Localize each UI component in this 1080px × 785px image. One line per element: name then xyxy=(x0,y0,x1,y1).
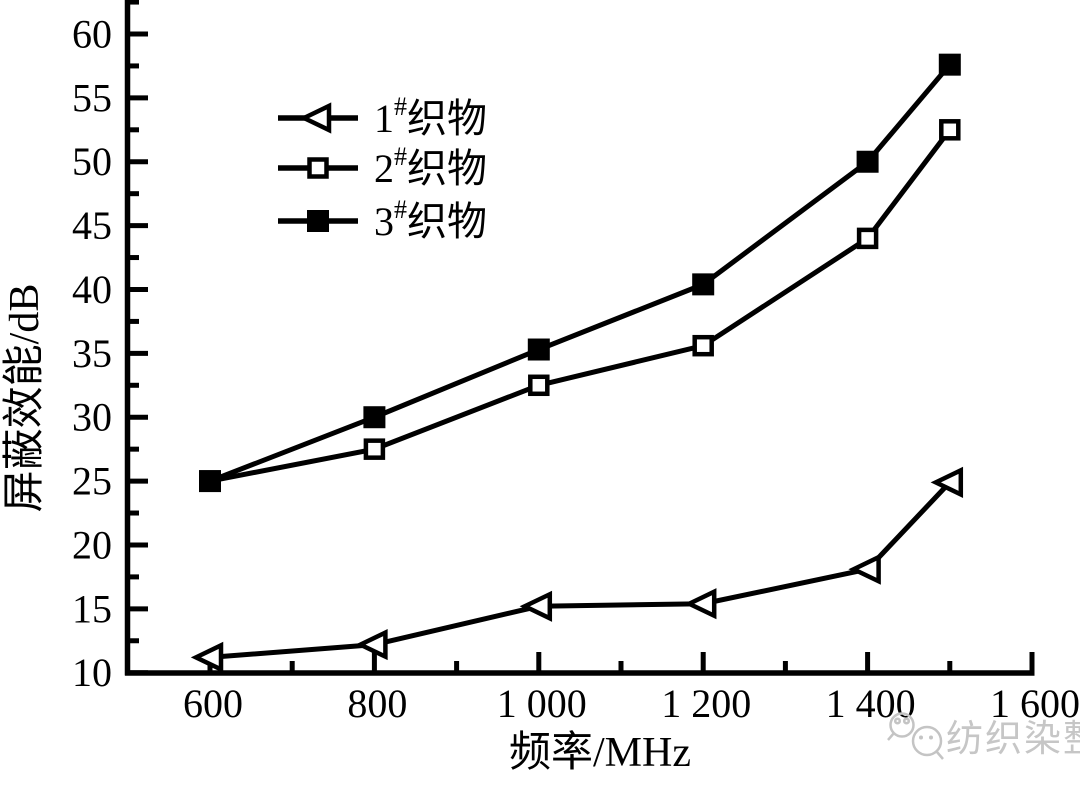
legend-item: 2#织物 xyxy=(278,142,487,191)
data-series xyxy=(190,53,964,673)
open-square-marker xyxy=(307,157,329,179)
open-triangle-left-marker xyxy=(848,553,881,585)
series-1织物 xyxy=(190,466,964,673)
tick-labels: 10 15 20 25 30 35 40 45 50 55 60 600 800 1 000 1 200 1 … xyxy=(72,12,1080,727)
axis-ticks xyxy=(128,0,1035,676)
y-tick-label: 35 xyxy=(72,331,112,376)
y-tick-label: 25 xyxy=(72,459,112,504)
x-tick-label: 1 400 xyxy=(826,681,916,726)
open-triangle-left-marker xyxy=(190,641,224,673)
series-line xyxy=(209,63,952,484)
y-tick-label: 15 xyxy=(72,586,112,631)
open-square-marker xyxy=(856,227,879,250)
wechat-icon xyxy=(887,712,944,760)
legend-label: 2#织物 xyxy=(374,142,487,191)
y-tick-label: 50 xyxy=(72,139,112,184)
y-tick-label: 10 xyxy=(72,650,112,695)
open-square-marker xyxy=(939,119,961,141)
filled-square-marker xyxy=(856,150,879,173)
watermark: 纺织染整 xyxy=(887,712,1080,760)
open-square-marker xyxy=(692,334,714,357)
open-square-marker xyxy=(528,374,550,397)
open-triangle-left-marker xyxy=(298,102,332,134)
y-tick-label: 20 xyxy=(72,522,112,567)
y-tick-label: 45 xyxy=(72,203,112,248)
series-line xyxy=(209,128,952,484)
x-tick-label: 1 200 xyxy=(661,681,751,726)
y-tick-label: 40 xyxy=(72,267,112,312)
axes xyxy=(124,0,1035,676)
filled-square-marker xyxy=(527,338,550,361)
filled-square-marker xyxy=(307,210,329,232)
x-tick-label: 600 xyxy=(183,681,243,726)
legend-label: 1#织物 xyxy=(374,92,487,141)
y-axis-title: 屏蔽效能/dB xyxy=(2,284,48,513)
series-3织物 xyxy=(199,53,961,493)
open-triangle-left-marker xyxy=(519,590,553,622)
open-triangle-left-marker xyxy=(355,629,388,661)
legend-item: 1#织物 xyxy=(278,92,487,141)
x-axis-title: 频率/MHz xyxy=(509,729,691,776)
filled-square-marker xyxy=(692,273,715,296)
open-triangle-left-marker xyxy=(930,466,964,498)
y-tick-label: 55 xyxy=(72,75,112,120)
open-triangle-left-marker xyxy=(684,588,717,620)
watermark-text: 纺织染整 xyxy=(946,718,1080,760)
series-line xyxy=(209,480,952,660)
legend-label: 3#织物 xyxy=(374,195,487,244)
open-square-marker xyxy=(363,438,386,460)
y-tick-label: 60 xyxy=(72,12,112,57)
x-tick-label: 1 600 xyxy=(990,681,1080,726)
filled-square-marker xyxy=(363,406,386,429)
filled-square-marker xyxy=(199,470,221,493)
legend: 1#织物2#织物3#织物 xyxy=(278,92,487,244)
legend-item: 3#织物 xyxy=(278,195,487,244)
y-tick-label: 30 xyxy=(72,395,112,440)
x-tick-label: 1 000 xyxy=(497,681,587,726)
x-tick-label: 800 xyxy=(347,681,407,726)
filled-square-marker xyxy=(938,53,961,76)
